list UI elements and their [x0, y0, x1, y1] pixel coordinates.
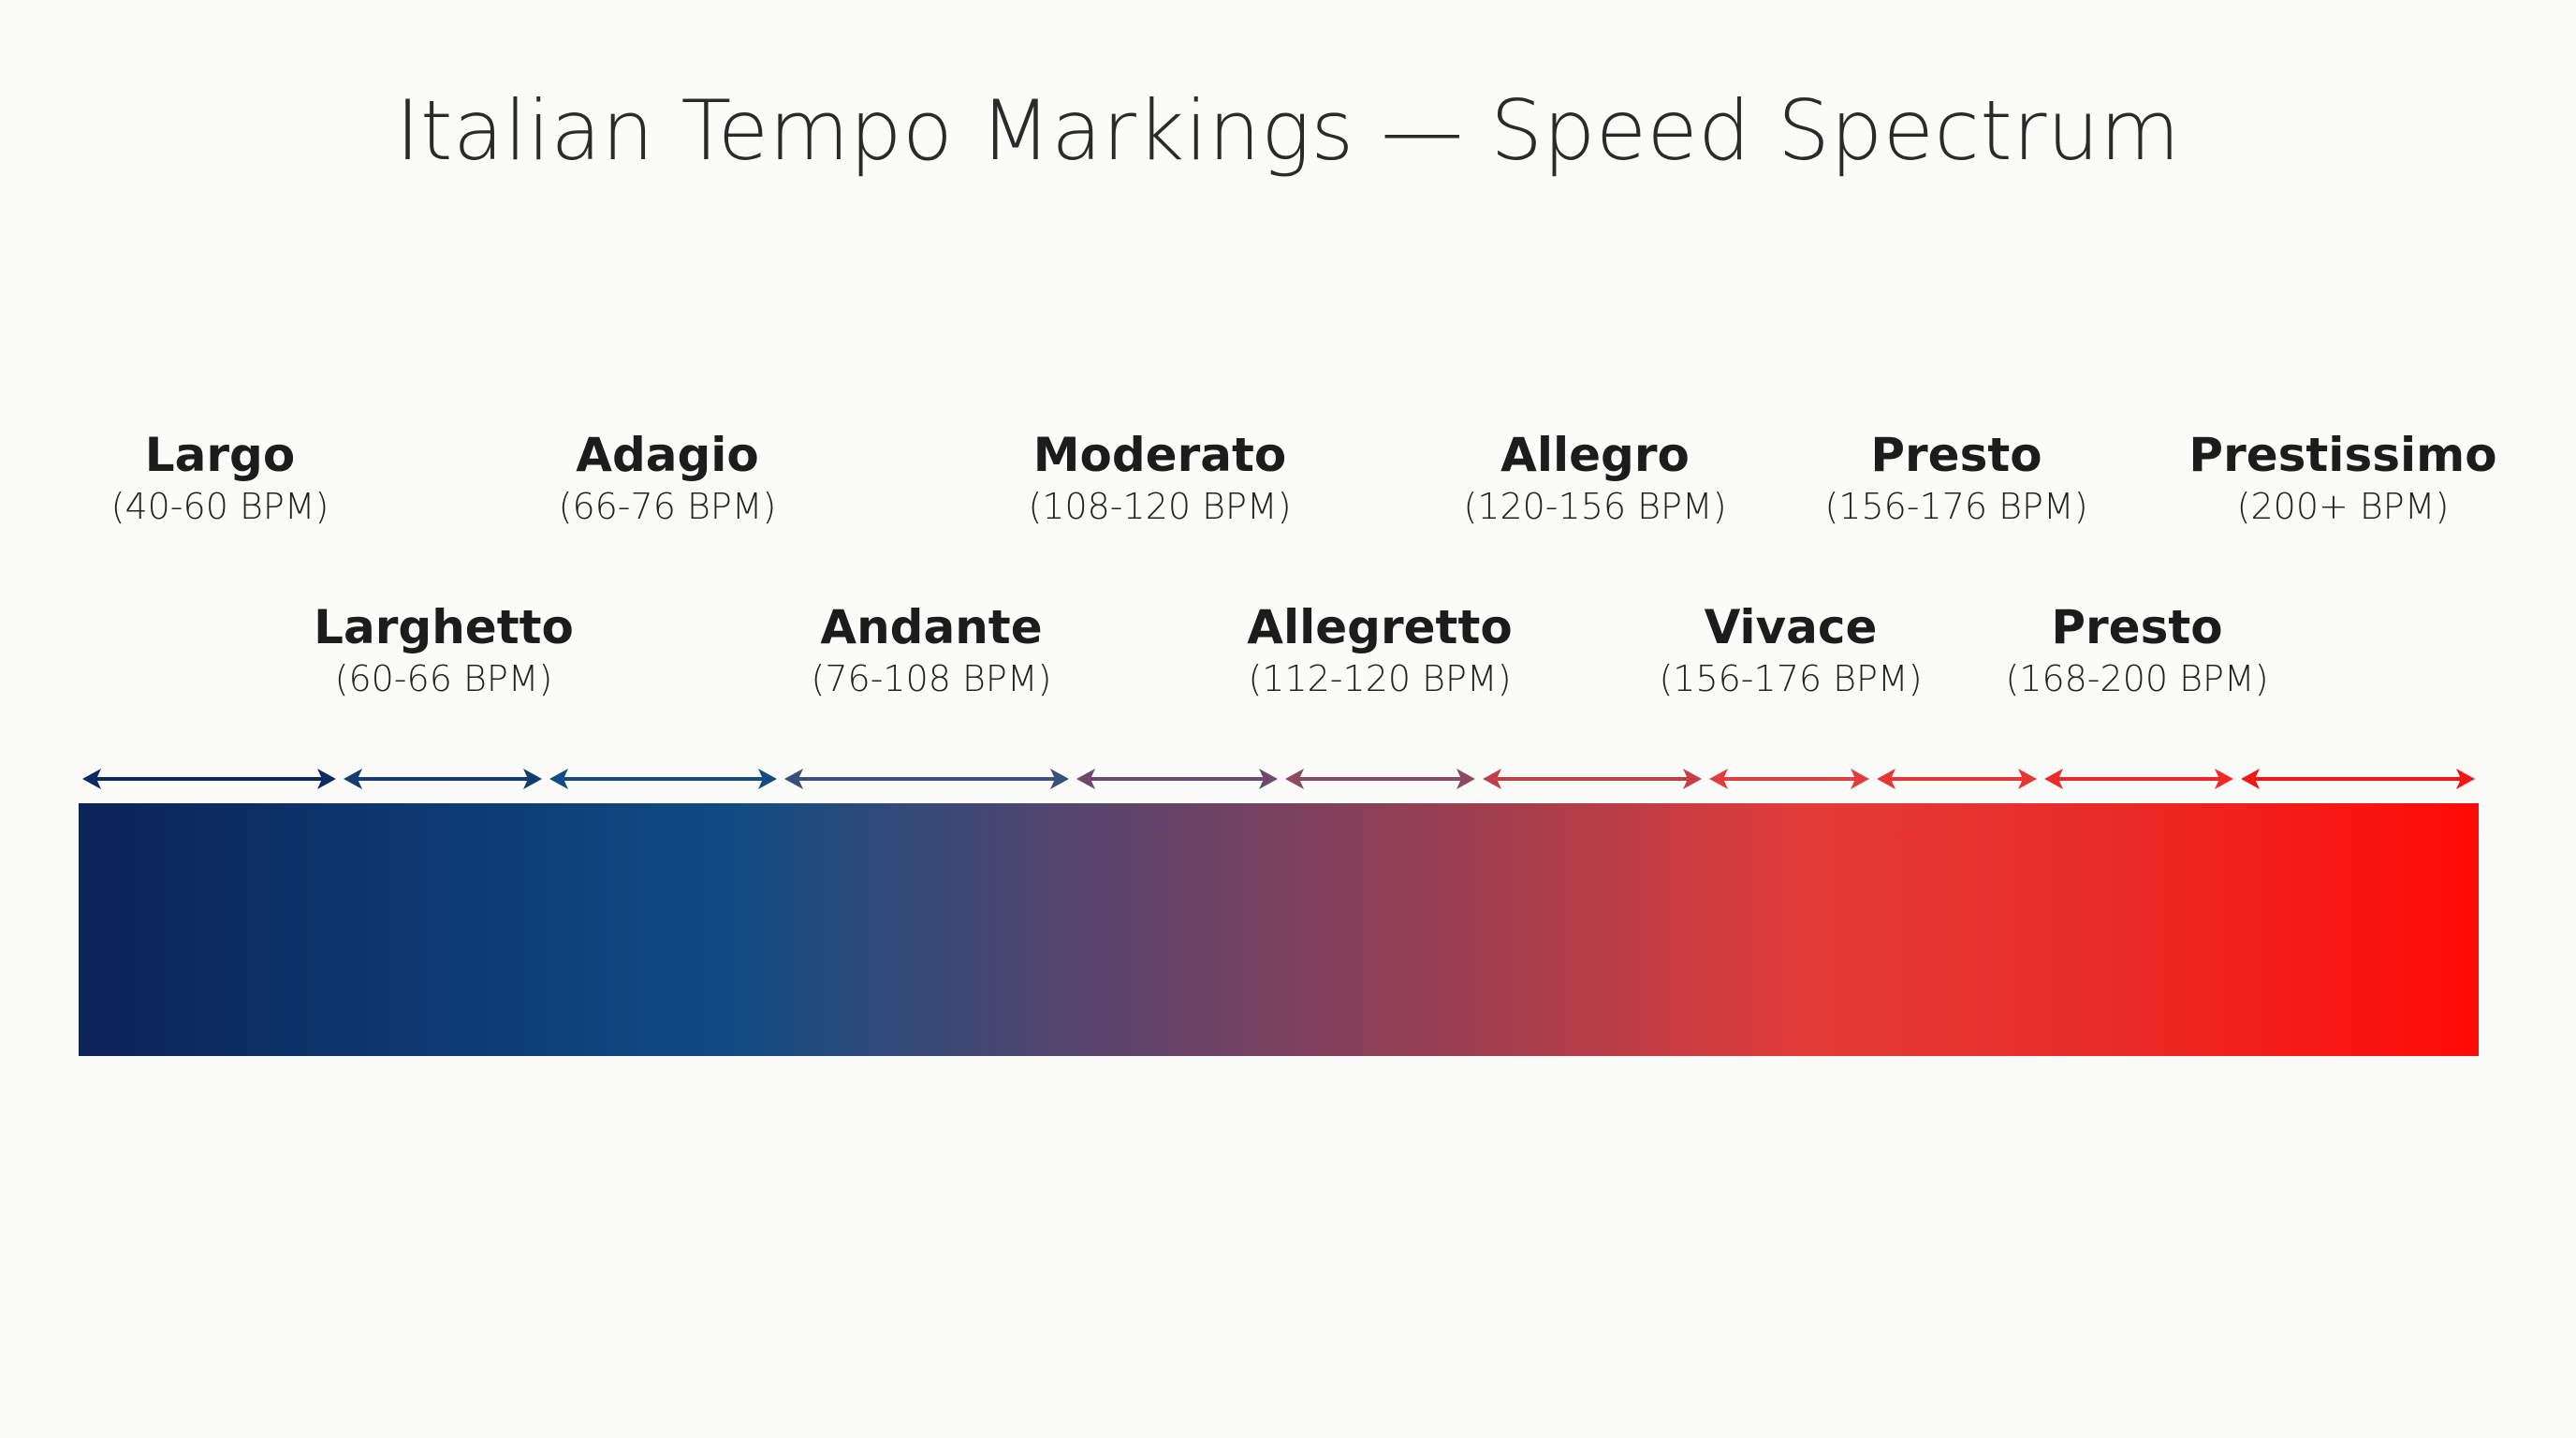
- tempo-bpm-range: (112-120 BPM): [1248, 658, 1512, 699]
- tempo-bpm-range: (168-200 BPM): [2005, 658, 2269, 699]
- arrowhead-left-icon: [1483, 769, 1501, 789]
- tempo-label: Prestissimo (200+ BPM): [2188, 427, 2496, 530]
- tempo-label: Presto (156-176 BPM): [1824, 427, 2087, 530]
- arrowhead-left-icon: [344, 769, 362, 789]
- tempo-name: Moderato: [1032, 428, 1287, 482]
- arrowhead-left-icon: [2241, 769, 2260, 789]
- tempo-name: Largo: [144, 428, 296, 482]
- tempo-bpm-range: (60-66 BPM): [334, 658, 553, 699]
- tempo-label: Andante (76-108 BPM): [812, 599, 1052, 702]
- tempo-bpm-range: (120-156 BPM): [1463, 486, 1727, 527]
- tempo-label: Adagio (66-76 BPM): [559, 427, 777, 530]
- arrowhead-right-icon: [317, 769, 336, 789]
- tempo-label: Allegretto (112-120 BPM): [1247, 599, 1512, 702]
- arrowhead-left-icon: [1076, 769, 1095, 789]
- tempo-name: Larghetto: [314, 600, 574, 654]
- arrowhead-right-icon: [1851, 769, 1869, 789]
- tempo-bpm-range: (66-76 BPM): [558, 486, 777, 527]
- arrowhead-left-icon: [1285, 769, 1304, 789]
- arrowhead-right-icon: [523, 769, 542, 789]
- tempo-name: Vivace: [1704, 600, 1878, 654]
- tempo-label: Allegro (120-156 BPM): [1463, 427, 1726, 530]
- tempo-name: Presto: [2051, 600, 2223, 654]
- speed-gradient-bar: [79, 803, 2479, 1056]
- tempo-name: Allegro: [1500, 428, 1690, 482]
- tempo-bpm-range: (108-120 BPM): [1028, 486, 1292, 527]
- arrowhead-right-icon: [1259, 769, 1278, 789]
- arrowhead-right-icon: [758, 769, 777, 789]
- tempo-name: Andante: [820, 600, 1043, 654]
- tempo-name: Presto: [1870, 428, 2042, 482]
- arrowhead-left-icon: [1877, 769, 1895, 789]
- diagram-title: Italian Tempo Markings — Speed Spectrum: [395, 82, 2181, 179]
- tempo-name: Prestissimo: [2188, 428, 2497, 482]
- arrowhead-left-icon: [2044, 769, 2063, 789]
- tempo-label: Vivace (156-176 BPM): [1659, 599, 1922, 702]
- arrowhead-right-icon: [1050, 769, 1069, 789]
- tempo-bpm-range: (40-60 BPM): [110, 486, 329, 527]
- arrowhead-left-icon: [1709, 769, 1728, 789]
- tempo-name: Allegretto: [1247, 600, 1513, 654]
- tempo-label: Moderato (108-120 BPM): [1028, 427, 1291, 530]
- tempo-bpm-range: (200+ BPM): [2236, 486, 2450, 527]
- arrowhead-right-icon: [2456, 769, 2475, 789]
- tempo-bpm-range: (156-176 BPM): [1659, 658, 1923, 699]
- arrowhead-left-icon: [82, 769, 101, 789]
- arrowhead-right-icon: [2215, 769, 2233, 789]
- arrowhead-right-icon: [1683, 769, 1702, 789]
- tempo-label: Larghetto (60-66 BPM): [314, 599, 574, 702]
- arrowhead-right-icon: [1456, 769, 1475, 789]
- tempo-bpm-range: (156-176 BPM): [1824, 486, 2088, 527]
- tempo-label: Presto (168-200 BPM): [2005, 599, 2268, 702]
- tempo-name: Adagio: [576, 428, 759, 482]
- tempo-bpm-range: (76-108 BPM): [811, 658, 1052, 699]
- arrowhead-right-icon: [2018, 769, 2037, 789]
- tempo-label: Largo (40-60 BPM): [111, 427, 329, 530]
- arrowhead-left-icon: [784, 769, 803, 789]
- arrowhead-left-icon: [549, 769, 568, 789]
